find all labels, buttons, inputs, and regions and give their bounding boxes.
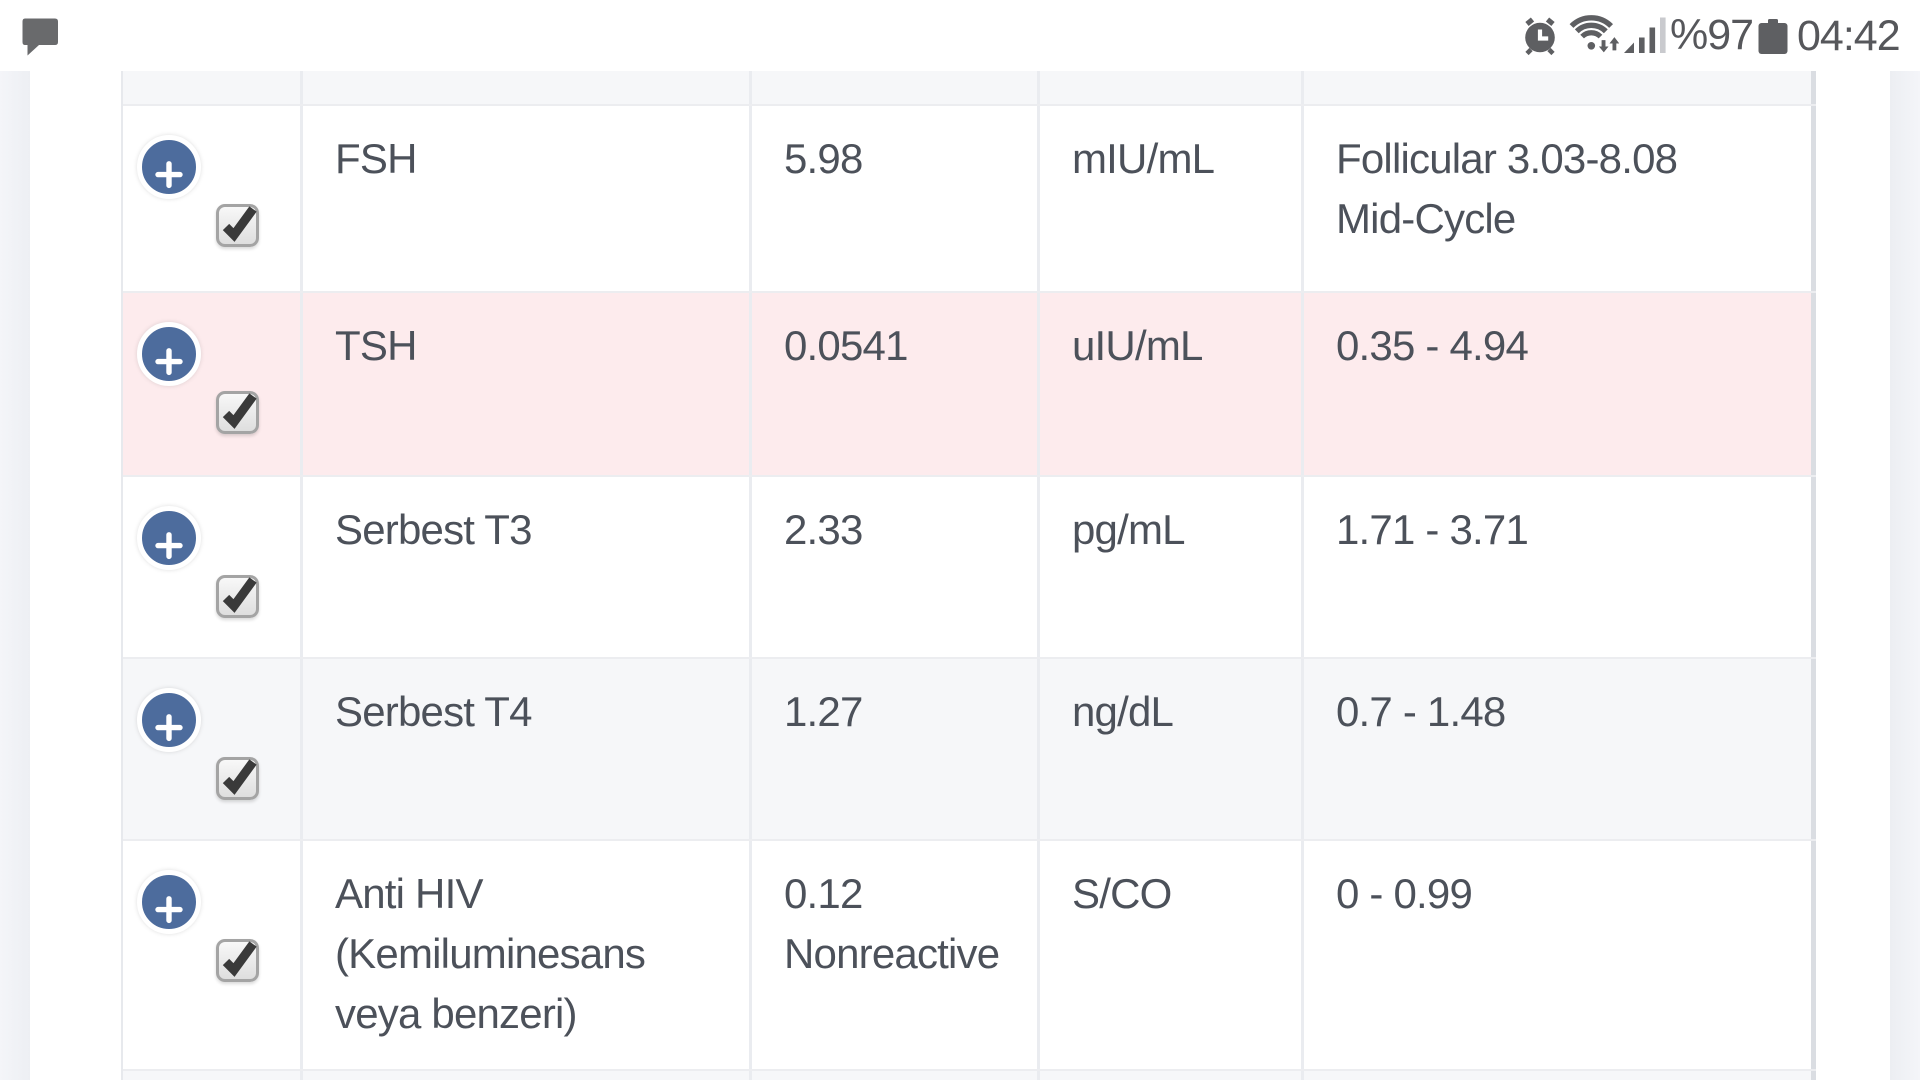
checkmark-icon	[222, 759, 257, 795]
unit-cell: mIU/mL	[1040, 106, 1304, 291]
result-cell: 1.27	[752, 659, 1040, 839]
row-controls-cell	[123, 293, 303, 475]
plus-icon	[155, 714, 183, 742]
row-controls-cell	[123, 106, 303, 291]
reference-cell: Follicular 3.03-8.08 Mid-Cycle	[1304, 106, 1816, 291]
result-cell: 0.12 Nonreactive	[752, 841, 1040, 1069]
table-row-partial-top	[123, 71, 1816, 118]
test-name-cell: FSH	[303, 106, 752, 291]
row-checkbox[interactable]	[216, 391, 259, 434]
reference-cell: 0.35 - 4.94	[1304, 293, 1816, 475]
plus-icon	[155, 348, 183, 376]
page-background-right	[1890, 71, 1920, 1080]
row-checkbox[interactable]	[216, 939, 259, 982]
page-background-left	[0, 71, 30, 1080]
android-status-bar: %97 04:42	[0, 0, 1920, 71]
expand-row-button[interactable]	[137, 688, 201, 752]
unit-cell: S/CO	[1040, 841, 1304, 1069]
row-controls-cell	[123, 659, 303, 839]
table-row-serbest-t4: Serbest T4 1.27 ng/dL 0.7 - 1.48	[123, 657, 1816, 839]
row-checkbox[interactable]	[216, 575, 259, 618]
expand-row-button[interactable]	[137, 322, 201, 386]
test-name-cell: Serbest T4	[303, 659, 752, 839]
reference-cell: 1.71 - 3.71	[1304, 477, 1816, 657]
signal-icon	[1624, 17, 1666, 53]
expand-row-button[interactable]	[137, 506, 201, 570]
lab-results-table: FSH 5.98 mIU/mL Follicular 3.03-8.08 Mid…	[121, 71, 1816, 1080]
plus-icon	[155, 532, 183, 560]
expand-row-button[interactable]	[137, 870, 201, 934]
reference-cell: 0.7 - 1.48	[1304, 659, 1816, 839]
checkmark-icon	[222, 941, 257, 977]
checkmark-icon	[222, 206, 257, 242]
result-cell: 0.0541	[752, 293, 1040, 475]
checkmark-icon	[222, 393, 257, 429]
table-row-serbest-t3: Serbest T3 2.33 pg/mL 1.71 - 3.71	[123, 475, 1816, 657]
battery-icon	[1758, 19, 1788, 54]
test-name-cell: Anti HIV (Kemiluminesans veya benzeri)	[303, 841, 752, 1069]
table-row-anti-hiv: Anti HIV (Kemiluminesans veya benzeri) 0…	[123, 839, 1816, 1069]
message-bubble-icon	[22, 18, 58, 56]
reference-cell: 0 - 0.99	[1304, 841, 1816, 1069]
table-row-partial-bottom	[123, 1069, 1816, 1080]
table-row-fsh: FSH 5.98 mIU/mL Follicular 3.03-8.08 Mid…	[123, 104, 1816, 291]
row-checkbox[interactable]	[216, 204, 259, 247]
row-checkbox[interactable]	[216, 757, 259, 800]
alarm-icon	[1525, 17, 1555, 56]
table-row-tsh: TSH 0.0541 uIU/mL 0.35 - 4.94	[123, 291, 1816, 475]
battery-percent-label: %97	[1670, 11, 1754, 59]
clock-label: 04:42	[1797, 12, 1901, 60]
plus-icon	[155, 161, 183, 189]
row-controls-cell	[123, 841, 303, 1069]
test-name-cell: TSH	[303, 293, 752, 475]
row-controls-cell	[123, 477, 303, 657]
result-cell: 2.33	[752, 477, 1040, 657]
result-cell: 5.98	[752, 106, 1040, 291]
unit-cell: pg/mL	[1040, 477, 1304, 657]
wifi-icon	[1569, 15, 1622, 55]
checkmark-icon	[222, 577, 257, 613]
plus-icon	[155, 896, 183, 924]
test-name-cell: Serbest T3	[303, 477, 752, 657]
unit-cell: uIU/mL	[1040, 293, 1304, 475]
unit-cell: ng/dL	[1040, 659, 1304, 839]
expand-row-button[interactable]	[137, 135, 201, 199]
